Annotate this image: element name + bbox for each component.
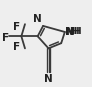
Text: N: N [33, 14, 41, 24]
Text: F: F [13, 22, 20, 32]
Text: H: H [73, 27, 81, 36]
Text: F: F [2, 33, 9, 43]
Text: -: - [69, 27, 73, 37]
Text: N: N [66, 27, 75, 37]
Text: N: N [44, 74, 53, 84]
Text: N: N [65, 27, 74, 37]
Text: F: F [13, 42, 20, 52]
Text: H: H [71, 27, 79, 36]
